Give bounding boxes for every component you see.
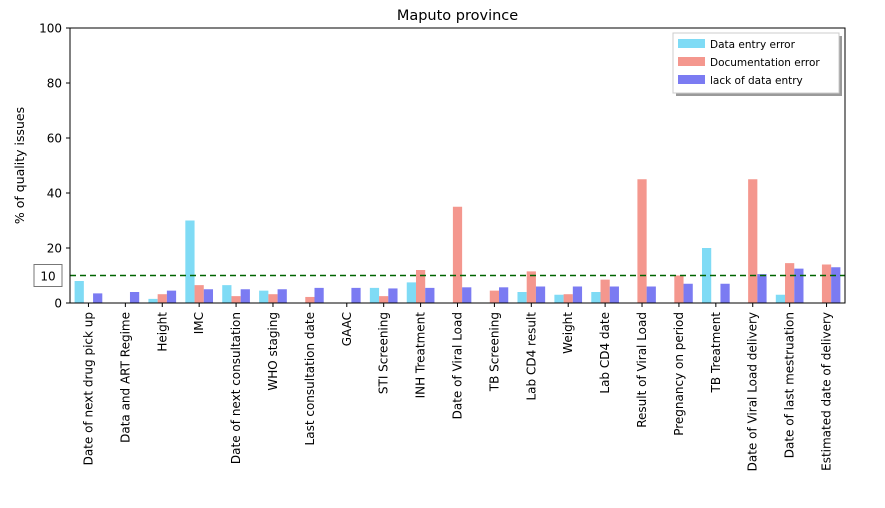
x-tick-label-19: Date of last mestruation xyxy=(783,312,797,458)
bar-2-3 xyxy=(157,294,167,303)
bar-3-1 xyxy=(93,293,103,304)
chart-title: Maputo province xyxy=(397,8,518,24)
x-tick-label-20: Estimated date of delivery xyxy=(820,312,834,471)
legend-label-1: Data entry error xyxy=(710,39,796,51)
y-tick-label-3: 60 xyxy=(47,132,62,146)
legend-swatch-3 xyxy=(678,75,705,84)
bar-3-21 xyxy=(831,267,841,303)
x-tick-label-9: INH Treatment xyxy=(414,312,428,399)
bar-2-10 xyxy=(415,270,426,303)
bar-1-5 xyxy=(222,285,232,304)
bar-2-13 xyxy=(526,271,536,304)
x-tick-label-15: Result of Viral Load xyxy=(635,312,649,428)
bar-1-6 xyxy=(259,290,269,304)
x-tick-label-3: IMC xyxy=(192,312,206,334)
bar-2-5 xyxy=(231,296,241,304)
bar-2-15 xyxy=(600,279,610,304)
bar-3-2 xyxy=(129,292,140,303)
bar-3-4 xyxy=(203,289,214,303)
reference-line-group: 10 xyxy=(33,264,845,287)
bar-1-20 xyxy=(775,294,786,303)
bars-group xyxy=(74,179,841,304)
bar-3-20 xyxy=(794,268,804,304)
bar-3-9 xyxy=(388,288,398,303)
bar-3-8 xyxy=(351,287,361,304)
x-tick-label-4: Date of next consultation xyxy=(229,312,243,464)
bar-1-13 xyxy=(517,292,527,303)
bar-3-15 xyxy=(609,286,619,303)
bar-3-16 xyxy=(646,286,656,303)
bar-1-14 xyxy=(554,294,564,303)
bar-1-18 xyxy=(701,248,712,303)
bar-3-6 xyxy=(277,289,287,303)
legend: Data entry error Documentation error lack … xyxy=(672,32,842,96)
reference-label-box xyxy=(33,264,63,287)
x-tick-label-5: WHO staging xyxy=(266,312,280,391)
reference-label: 10 xyxy=(40,270,55,284)
bar-1-15 xyxy=(591,292,601,303)
legend-label-2: Documentation error xyxy=(710,57,820,69)
bar-2-11 xyxy=(452,206,463,303)
x-tick-label-13: Weight xyxy=(561,312,575,354)
x-tick-label-18: Date of Viral Load delivery xyxy=(746,312,760,471)
x-tick-label-0: Date of next drug pick up xyxy=(81,312,95,465)
bar-2-19 xyxy=(748,179,758,303)
bar-1-9 xyxy=(369,287,380,304)
bar-3-11 xyxy=(462,287,472,303)
bar-3-17 xyxy=(683,283,693,303)
bar-3-18 xyxy=(720,283,730,303)
x-tick-label-14: Lab CD4 date xyxy=(598,312,612,394)
x-tick-label-6: Last consultation date xyxy=(303,312,317,445)
bar-3-14 xyxy=(572,286,583,303)
y-axis-ticks: 0 20 40 60 80 100 xyxy=(39,22,70,311)
y-tick-label-0: 0 xyxy=(54,297,62,311)
bar-2-20 xyxy=(785,263,795,304)
x-tick-label-8: STI Screening xyxy=(377,312,391,394)
legend-label-3: lack of data entry xyxy=(710,75,803,87)
bar-3-7 xyxy=(314,287,324,304)
x-tick-label-16: Pregnancy on period xyxy=(672,312,686,436)
bar-2-21 xyxy=(821,264,832,303)
bar-2-17 xyxy=(674,275,684,303)
bar-3-10 xyxy=(425,287,435,304)
bar-1-4 xyxy=(185,220,195,303)
bar-3-3 xyxy=(166,290,177,304)
bar-2-6 xyxy=(268,294,278,303)
bar-3-19 xyxy=(757,274,767,304)
bar-2-7 xyxy=(305,296,315,303)
legend-swatch-1 xyxy=(678,39,705,48)
y-axis-label: % of quality issues xyxy=(12,107,27,224)
x-axis-ticks: Date of next drug pick up Data and ART Re… xyxy=(81,303,834,471)
y-tick-label-5: 100 xyxy=(39,22,62,36)
bar-2-14 xyxy=(563,294,573,303)
bar-3-5 xyxy=(240,289,250,303)
x-tick-label-2: Height xyxy=(155,312,169,352)
bar-1-10 xyxy=(406,282,416,304)
bar-3-12 xyxy=(499,287,509,303)
bar-2-16 xyxy=(637,179,647,303)
x-tick-label-12: Lab CD4 result xyxy=(524,312,538,401)
bar-1-3 xyxy=(148,298,158,304)
bar-2-4 xyxy=(194,285,204,304)
bar-2-9 xyxy=(379,296,389,304)
legend-swatch-2 xyxy=(678,57,705,66)
x-tick-label-17: TB Treatment xyxy=(709,312,723,394)
bar-1-1 xyxy=(74,281,84,303)
y-tick-label-4: 80 xyxy=(47,77,62,91)
bar-3-13 xyxy=(535,286,546,303)
bar-2-12 xyxy=(489,290,500,304)
x-tick-label-1: Data and ART Regime xyxy=(118,312,132,443)
x-tick-label-7: GAAC xyxy=(340,312,354,346)
x-tick-label-11: TB Screening xyxy=(487,312,501,392)
x-tick-label-10: Date of Viral Load xyxy=(451,312,465,419)
y-tick-label-2: 40 xyxy=(47,187,62,201)
y-tick-label-1: 20 xyxy=(47,242,62,256)
